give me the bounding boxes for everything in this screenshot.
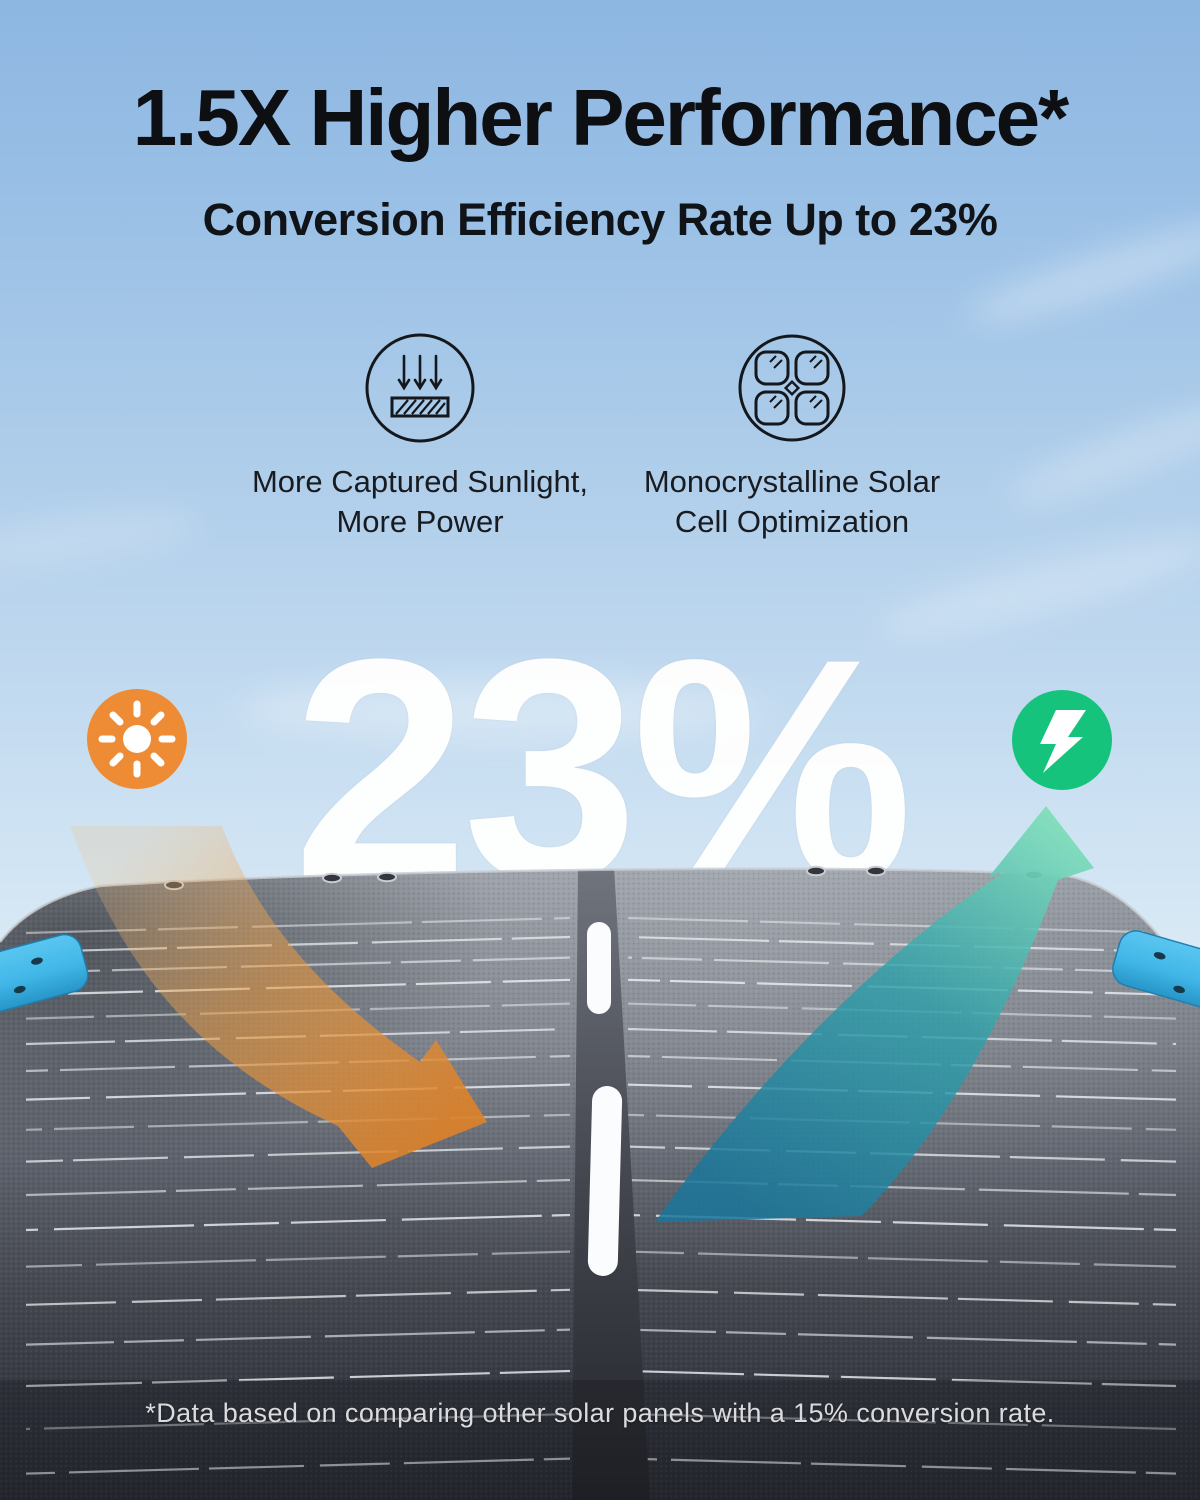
feature-captured-sunlight: More Captured Sunlight, More Power [190, 328, 650, 543]
right-kickstand-clip [1112, 930, 1200, 1015]
hinge-slot [587, 1086, 623, 1276]
left-kickstand-clip [0, 933, 89, 1020]
feature-monocrystalline: Monocrystalline Solar Cell Optimization [562, 328, 1022, 543]
bolt-glyph [1040, 710, 1086, 773]
cloud [240, 680, 760, 740]
sunlight-capture-icon [365, 333, 475, 443]
power-arrow [655, 806, 1094, 1222]
sun-rays [98, 700, 176, 778]
sunlight-arrow [70, 826, 487, 1168]
page-subtitle: Conversion Efficiency Rate Up to 23% [202, 194, 998, 245]
footnote-disclaimer: *Data based on comparing other solar pan… [145, 1398, 1055, 1428]
panel-edge-highlight [0, 867, 1200, 1003]
page-title: 1.5X Higher Performance* [132, 73, 1070, 162]
feature-caption: More Captured Sunlight, More Power [251, 464, 589, 540]
feature-caption: Monocrystalline Solar Cell Optimization [643, 464, 941, 540]
monocrystalline-cells-icon [738, 334, 846, 442]
hinge-slot [587, 922, 611, 1014]
